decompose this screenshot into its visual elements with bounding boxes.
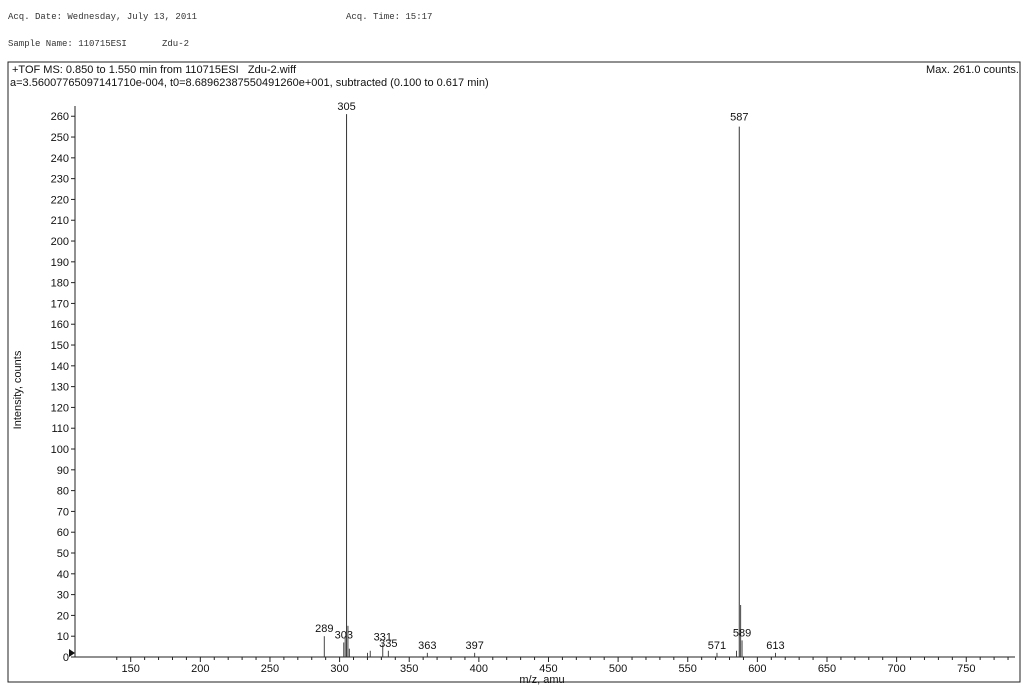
peak-label: 303 (335, 629, 353, 641)
y-tick-label: 30 (57, 590, 69, 602)
x-tick-label: 550 (679, 663, 697, 675)
x-tick-label: 600 (748, 663, 766, 675)
y-tick-label: 250 (51, 132, 69, 144)
y-tick-label: 130 (51, 382, 69, 394)
acq-time: Acq. Time: 15:17 (346, 12, 433, 22)
y-tick-label: 60 (57, 527, 69, 539)
x-tick-label: 400 (470, 663, 488, 675)
y-tick-label: 90 (57, 465, 69, 477)
peak-label: 305 (337, 101, 355, 113)
y-tick-label: 210 (51, 215, 69, 227)
y-tick-label: 140 (51, 361, 69, 373)
x-tick-label: 250 (261, 663, 279, 675)
x-tick-label: 200 (191, 663, 209, 675)
sample-name: Sample Name: 110715ESI (8, 39, 127, 49)
y-tick-label: 240 (51, 153, 69, 165)
x-axis-label: m/z, amu (519, 674, 564, 686)
x-tick-label: 350 (400, 663, 418, 675)
y-tick-label: 230 (51, 174, 69, 186)
y-tick-label: 10 (57, 631, 69, 643)
x-tick-label: 650 (818, 663, 836, 675)
y-tick-label: 100 (51, 444, 69, 456)
peak-label: 613 (766, 640, 784, 652)
max-counts-label: Max. 261.0 counts. (926, 64, 1019, 76)
y-tick-label: 0 (63, 652, 69, 664)
x-tick-label: 150 (122, 663, 140, 675)
peak-label: 397 (465, 640, 483, 652)
y-tick-label: 120 (51, 402, 69, 414)
y-tick-label: 220 (51, 194, 69, 206)
x-tick-label: 450 (539, 663, 557, 675)
acq-date: Acq. Date: Wednesday, July 13, 2011 (8, 12, 198, 22)
y-tick-label: 200 (51, 236, 69, 248)
y-tick-label: 170 (51, 298, 69, 310)
peak-label: 289 (315, 623, 333, 635)
spectrum-title-line1: +TOF MS: 0.850 to 1.550 min from 110715E… (12, 64, 297, 76)
y-tick-label: 40 (57, 569, 69, 581)
panel-frame (7, 61, 1021, 683)
axis-marker-icon (69, 649, 75, 657)
y-tick-label: 20 (57, 610, 69, 622)
y-tick-label: 180 (51, 278, 69, 290)
y-axis-label: Intensity, counts (12, 350, 24, 429)
x-tick-label: 300 (330, 663, 348, 675)
y-tick-label: 70 (57, 506, 69, 518)
spectrum-title-line2: a=3.56007765097141710e-004, t0=8.6896238… (10, 77, 489, 89)
y-tick-label: 260 (51, 111, 69, 123)
peak-label: 587 (730, 112, 748, 124)
peak-label: 363 (418, 640, 436, 652)
sample-id: Zdu-2 (162, 39, 190, 49)
x-tick-label: 500 (609, 663, 627, 675)
y-tick-label: 190 (51, 257, 69, 269)
peak-label: 331 (374, 632, 392, 644)
peak-label: 571 (708, 640, 726, 652)
y-tick-label: 150 (51, 340, 69, 352)
x-tick-label: 750 (957, 663, 975, 675)
y-tick-label: 110 (51, 423, 69, 435)
peak-label: 589 (733, 627, 751, 639)
x-tick-label: 700 (887, 663, 905, 675)
y-tick-label: 50 (57, 548, 69, 560)
y-tick-label: 80 (57, 486, 69, 498)
y-tick-label: 160 (51, 319, 69, 331)
peak-label: 335 (379, 638, 397, 650)
